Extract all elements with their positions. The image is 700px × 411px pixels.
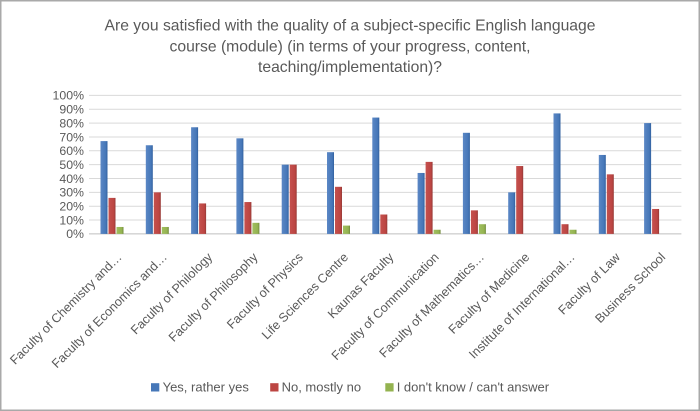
- svg-text:40%: 40%: [59, 172, 84, 186]
- svg-text:20%: 20%: [59, 200, 84, 214]
- svg-text:50%: 50%: [59, 158, 84, 172]
- svg-text:90%: 90%: [59, 103, 84, 117]
- svg-text:70%: 70%: [59, 130, 84, 144]
- svg-text:Are you satisfied with the qua: Are you satisfied with the quality of a …: [105, 18, 596, 35]
- svg-text:30%: 30%: [59, 186, 84, 200]
- svg-text:0%: 0%: [66, 227, 84, 241]
- svg-text:course (module) (in terms of y: course (module) (in terms of your progre…: [170, 38, 531, 55]
- svg-text:Yes, rather yes: Yes, rather yes: [163, 379, 250, 394]
- svg-text:teaching/implementation)?: teaching/implementation)?: [258, 59, 442, 76]
- svg-text:60%: 60%: [59, 144, 84, 158]
- svg-text:10%: 10%: [59, 213, 84, 227]
- svg-text:I don't know / can't answer: I don't know / can't answer: [397, 379, 550, 394]
- svg-text:80%: 80%: [59, 116, 84, 130]
- svg-text:100%: 100%: [53, 89, 85, 103]
- svg-text:No, mostly no: No, mostly no: [282, 379, 361, 394]
